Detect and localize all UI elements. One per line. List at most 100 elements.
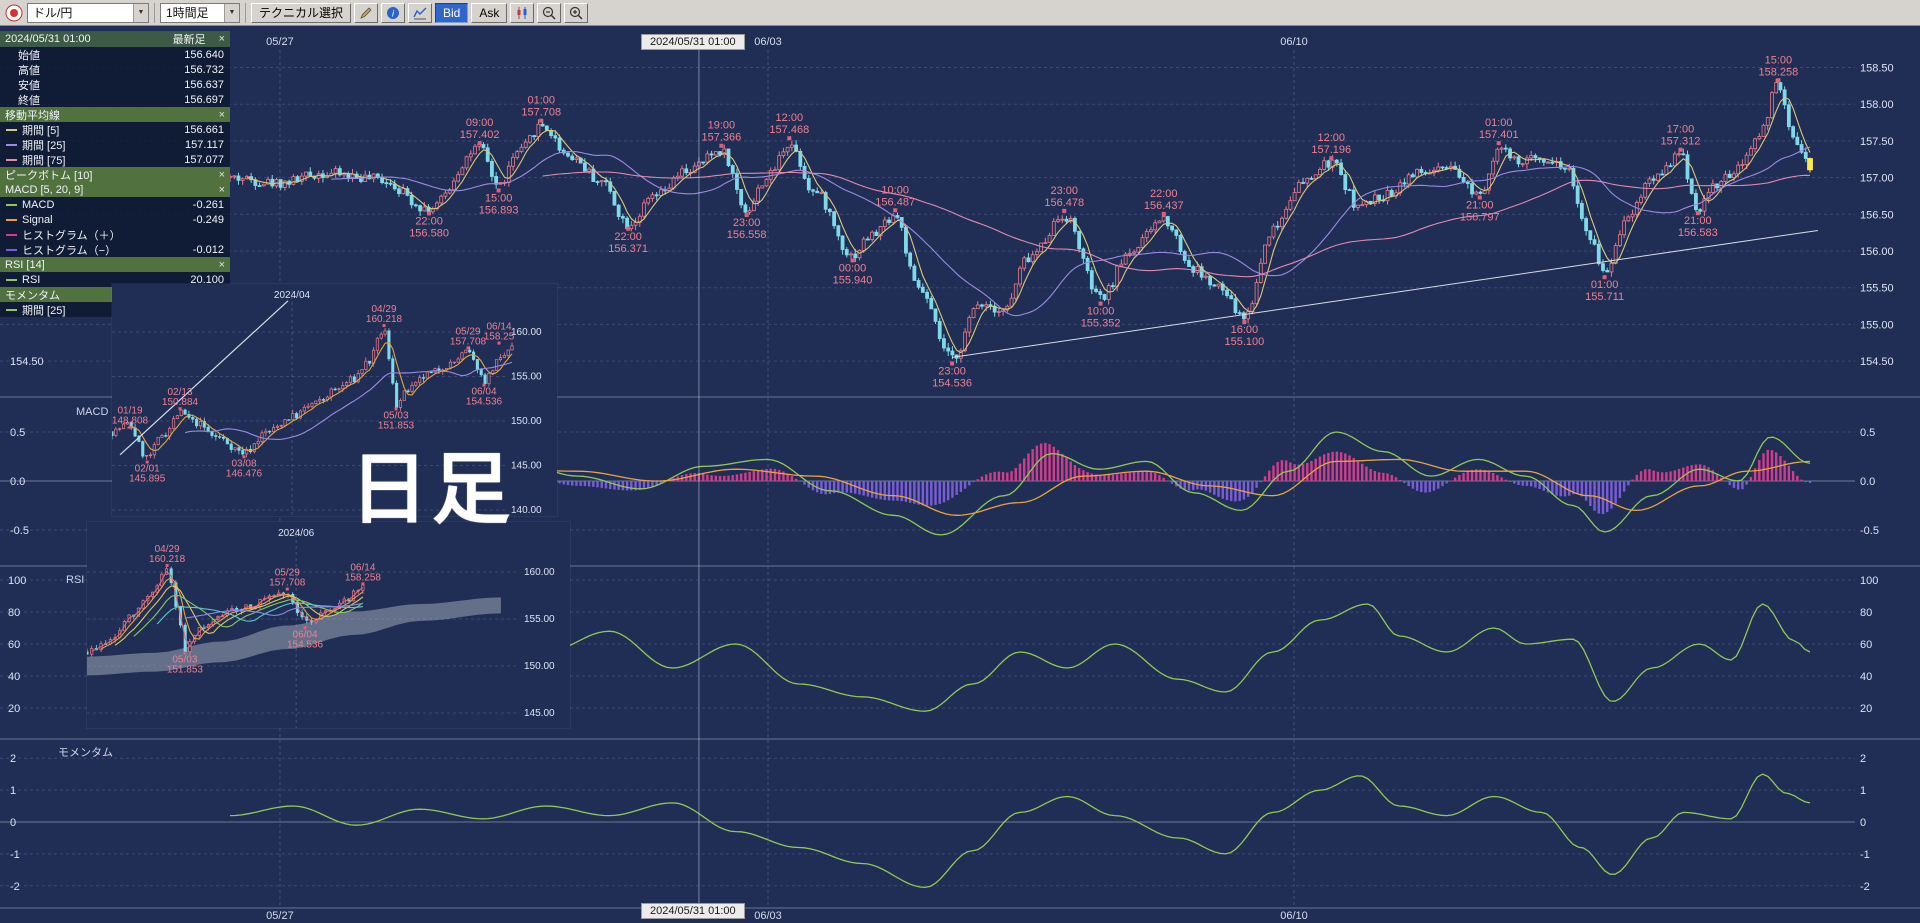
- ma5-label: 期間 [5]: [22, 124, 60, 137]
- svg-text:2: 2: [10, 753, 16, 765]
- svg-text:157.196: 157.196: [1311, 144, 1351, 156]
- momentum-line: [229, 773, 1811, 889]
- bid-button[interactable]: Bid: [435, 2, 469, 23]
- series-color-swatch: [6, 278, 17, 281]
- zoom-out-button[interactable]: [537, 2, 562, 23]
- svg-text:158.258: 158.258: [345, 572, 382, 583]
- draw-pencil-button[interactable]: [354, 2, 379, 23]
- ma5-row: 期間 [5] 156.661: [0, 122, 230, 137]
- rsi-row: RSI 20.100: [0, 272, 230, 287]
- latest-candle-button[interactable]: 最新足: [172, 34, 206, 46]
- low-value: 156.637: [184, 78, 224, 91]
- svg-text:100: 100: [1860, 575, 1878, 587]
- close-icon[interactable]: ×: [218, 258, 225, 271]
- svg-text:2024/04: 2024/04: [274, 290, 311, 301]
- daily-chart-inset-2: 160.00 155.00 150.00 145.00 2024/06 04/29 160.…: [85, 522, 570, 728]
- ma5-value: 156.661: [184, 123, 224, 136]
- high-price-row: 高値 156.732: [0, 62, 230, 77]
- svg-text:22:00: 22:00: [614, 231, 642, 243]
- svg-text:155.711: 155.711: [1585, 291, 1624, 303]
- peakbottom-section-header: ピークボトム [10] ×: [0, 167, 230, 182]
- svg-text:156.893: 156.893: [479, 204, 519, 216]
- ma-section-header: 移動平均線 ×: [0, 107, 230, 122]
- currency-pair-value: ドル/円: [33, 6, 73, 20]
- svg-text:0.0: 0.0: [1860, 476, 1875, 488]
- rsi-value: 20.100: [190, 273, 224, 286]
- chart-area[interactable]: 158.50 158.00 157.50 157.00 156.50 156.00 155.…: [0, 26, 1920, 923]
- close-icon[interactable]: ×: [218, 108, 225, 121]
- high-label: 高値: [18, 64, 40, 77]
- svg-text:150.00: 150.00: [511, 416, 542, 427]
- svg-text:160.00: 160.00: [524, 567, 555, 578]
- signal-row: Signal -0.249: [0, 212, 230, 227]
- svg-text:154.536: 154.536: [466, 397, 503, 408]
- svg-text:148.808: 148.808: [112, 416, 149, 427]
- histogram-minus-value: -0.012: [192, 243, 224, 256]
- momentum-panel-label: モメンタム: [58, 747, 113, 759]
- svg-text:158.25: 158.25: [484, 332, 515, 343]
- svg-text:154.50: 154.50: [10, 356, 44, 368]
- close-icon[interactable]: ×: [218, 33, 225, 45]
- technical-select-button[interactable]: テクニカル選択: [251, 2, 352, 23]
- series-color-swatch: [6, 128, 17, 131]
- svg-text:02/01: 02/01: [135, 464, 160, 475]
- momentum-period-label: 期間 [25]: [22, 304, 66, 317]
- zoom-in-button[interactable]: [564, 2, 589, 23]
- svg-text:60: 60: [8, 639, 20, 651]
- svg-text:00:00: 00:00: [839, 262, 867, 274]
- momentum-section-title: モメンタム: [5, 289, 60, 302]
- svg-text:01:00: 01:00: [1485, 117, 1513, 129]
- date-axis-label: 06/03: [754, 910, 782, 922]
- svg-text:80: 80: [1860, 607, 1872, 619]
- svg-text:157.708: 157.708: [521, 107, 561, 119]
- info-button[interactable]: i: [381, 2, 406, 23]
- app-logo-icon: [4, 3, 24, 23]
- histogram-minus-row: ヒストグラム（−） -0.012: [0, 242, 230, 257]
- svg-text:20: 20: [1860, 703, 1872, 715]
- svg-text:156.371: 156.371: [608, 243, 648, 255]
- svg-text:01:00: 01:00: [1591, 279, 1619, 291]
- close-icon[interactable]: ×: [218, 168, 225, 181]
- date-axis-label: 06/10: [1280, 910, 1308, 922]
- svg-text:157.312: 157.312: [1661, 136, 1701, 148]
- ma-section-title: 移動平均線: [5, 109, 60, 122]
- svg-text:-0.5: -0.5: [1860, 525, 1879, 537]
- ask-button[interactable]: Ask: [471, 2, 508, 23]
- macd-value: -0.261: [192, 198, 224, 211]
- svg-text:151.853: 151.853: [378, 421, 415, 432]
- svg-text:0: 0: [10, 817, 16, 829]
- svg-text:145.00: 145.00: [511, 461, 542, 472]
- svg-text:100: 100: [8, 575, 26, 587]
- date-axis-label: 05/27: [266, 910, 294, 922]
- currency-pair-select[interactable]: ドル/円 ▼: [27, 2, 149, 23]
- momentum-period-row: 期間 [25]: [0, 302, 230, 317]
- svg-text:22:00: 22:00: [1150, 188, 1178, 200]
- svg-text:157.401: 157.401: [1479, 129, 1519, 141]
- toolbar-separator: [154, 2, 155, 23]
- candlestick-chart-button[interactable]: [510, 2, 535, 23]
- timeframe-select[interactable]: 1時間足 ▼: [160, 2, 240, 23]
- svg-text:10:00: 10:00: [881, 184, 909, 196]
- svg-text:154.50: 154.50: [1860, 356, 1894, 368]
- svg-text:19:00: 19:00: [708, 120, 736, 132]
- close-icon[interactable]: ×: [218, 183, 225, 196]
- svg-text:16:00: 16:00: [1231, 324, 1259, 336]
- svg-text:158.00: 158.00: [1860, 99, 1894, 111]
- svg-text:01/19: 01/19: [117, 406, 142, 417]
- svg-text:156.558: 156.558: [727, 229, 767, 241]
- svg-text:155.352: 155.352: [1081, 318, 1121, 330]
- inset-trendline: [119, 300, 289, 456]
- ma-line-25: [331, 146, 1811, 317]
- candlestick-icon: [517, 6, 527, 19]
- timeframe-value: 1時間足: [166, 6, 209, 20]
- svg-text:i: i: [392, 8, 395, 18]
- toolbar: ドル/円 ▼ 1時間足 ▼ テクニカル選択 i Bid Ask: [0, 0, 1920, 26]
- area-chart-button[interactable]: [408, 2, 433, 23]
- svg-text:02/13: 02/13: [167, 387, 192, 398]
- selected-candle-datetime: 2024/05/31 01:00: [5, 33, 91, 45]
- svg-text:156.478: 156.478: [1044, 197, 1084, 209]
- ma75-label: 期間 [75]: [22, 154, 66, 167]
- price-annotations-layer: 22:00156.58009:00157.40215:00156.89301:0…: [409, 54, 1798, 389]
- svg-text:155.00: 155.00: [524, 614, 555, 625]
- ma75-value: 157.077: [184, 153, 224, 166]
